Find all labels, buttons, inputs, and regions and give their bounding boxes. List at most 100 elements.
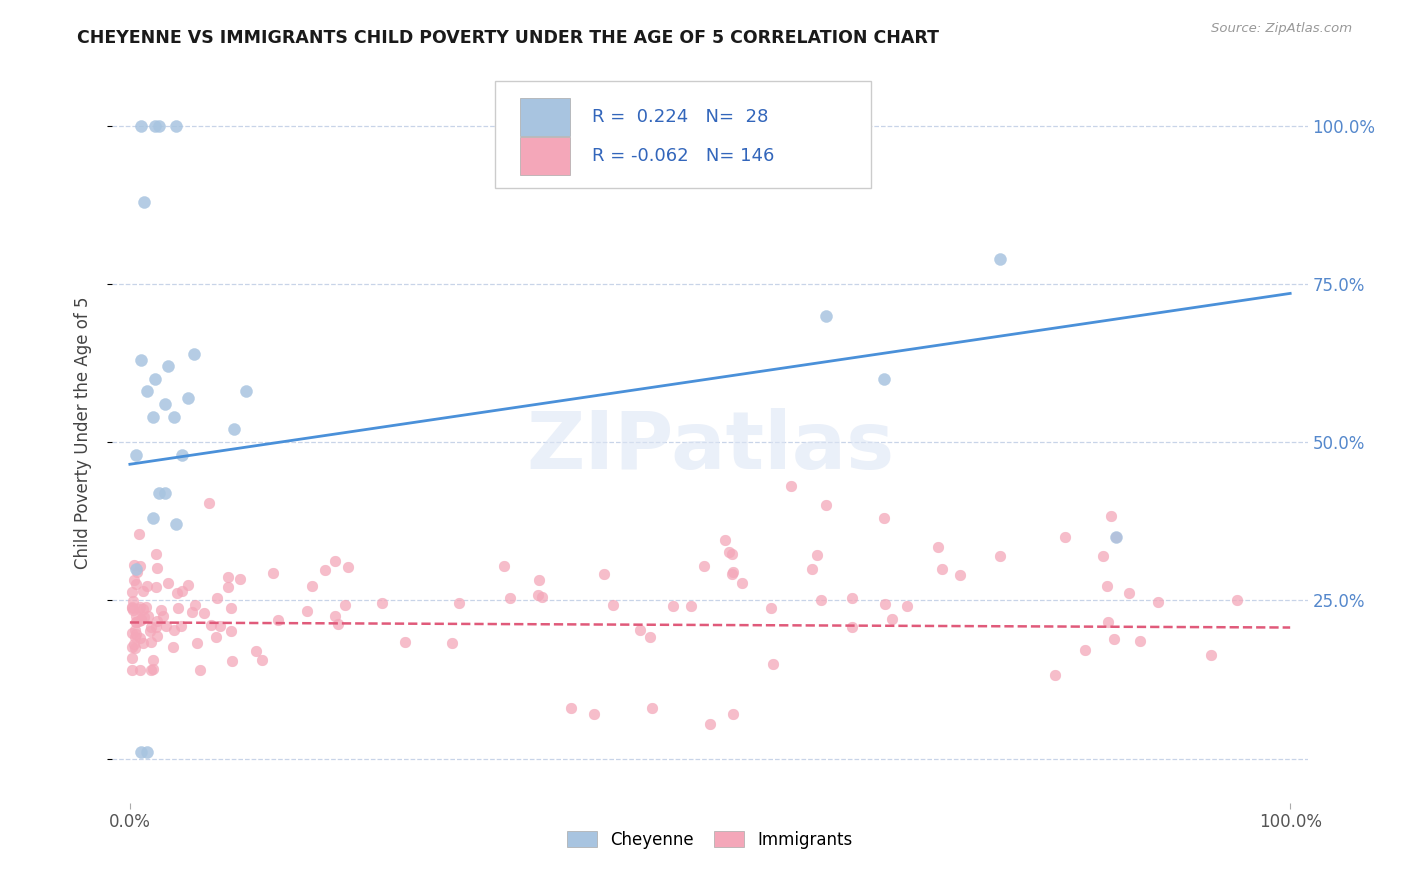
Text: R =  0.224   N=  28: R = 0.224 N= 28 [592,108,768,126]
Point [527,573,550,587]
Point [152,608,174,623]
Point [1104,632,1126,647]
Point [301,579,323,593]
Point [593,566,616,581]
Point [1105,530,1128,544]
Point [153,485,176,500]
Point [142,409,165,424]
Point [121,650,143,665]
Point [124,641,146,656]
Point [880,612,903,626]
Point [142,511,165,525]
Point [145,547,167,561]
Point [252,653,274,667]
Text: ZIPatlas: ZIPatlas [526,409,894,486]
Point [163,623,186,637]
Point [135,578,157,592]
Point [129,612,152,626]
Point [139,663,162,677]
Point [148,485,170,500]
Point [988,549,1011,563]
Point [129,631,152,645]
Point [219,624,242,639]
Text: R = -0.062   N= 146: R = -0.062 N= 146 [592,147,775,165]
Point [121,600,143,615]
Point [394,635,416,649]
Point [136,745,159,759]
Point [449,596,471,610]
Point [1097,615,1119,630]
Point [125,448,148,462]
Point [121,626,143,640]
Point [628,623,651,637]
Point [200,618,222,632]
Point [122,558,145,572]
Point [780,479,803,493]
Point [762,657,785,671]
Point [661,599,683,613]
Point [560,701,582,715]
Point [602,598,624,612]
Point [125,615,148,629]
Point [295,604,318,618]
Point [132,636,155,650]
Point [1118,586,1140,600]
Point [177,578,200,592]
Point [1099,508,1122,523]
Point [177,391,200,405]
Point [759,601,782,615]
Point [186,636,208,650]
Point [927,541,949,555]
Point [326,616,349,631]
Point [134,610,156,624]
Point [125,615,148,629]
Text: CHEYENNE VS IMMIGRANTS CHILD POVERTY UNDER THE AGE OF 5 CORRELATION CHART: CHEYENNE VS IMMIGRANTS CHILD POVERTY UND… [77,29,939,46]
Point [235,384,257,399]
Point [150,603,173,617]
Point [131,745,153,759]
Point [266,613,288,627]
Point [1073,643,1095,657]
Point [121,663,143,677]
Point [731,575,754,590]
Point [145,629,167,643]
Point [217,581,239,595]
Point [441,636,464,650]
Point [314,562,336,576]
Point [875,597,897,611]
Point [221,654,243,668]
Point [122,637,145,651]
Point [217,570,239,584]
Point [145,620,167,634]
Point [1053,530,1076,544]
Point [180,605,202,619]
Point [128,558,150,573]
Point [815,499,838,513]
Point [188,663,211,677]
Point [132,583,155,598]
Point [693,559,716,574]
Point [129,599,152,614]
Point [371,596,394,610]
FancyBboxPatch shape [495,81,872,188]
Point [131,602,153,616]
Point [810,593,832,607]
Point [1097,579,1119,593]
Point [136,384,159,399]
Point [128,602,150,616]
Point [121,603,143,617]
Point [121,584,143,599]
Point [193,606,215,620]
Point [132,194,155,209]
Point [129,613,152,627]
Point [198,496,221,510]
Point [131,119,153,133]
Point [183,346,205,360]
Point [717,545,740,559]
Point [323,608,346,623]
Point [170,584,193,599]
Point [806,548,828,562]
Point [896,599,918,613]
Point [155,619,177,633]
Point [721,547,744,561]
